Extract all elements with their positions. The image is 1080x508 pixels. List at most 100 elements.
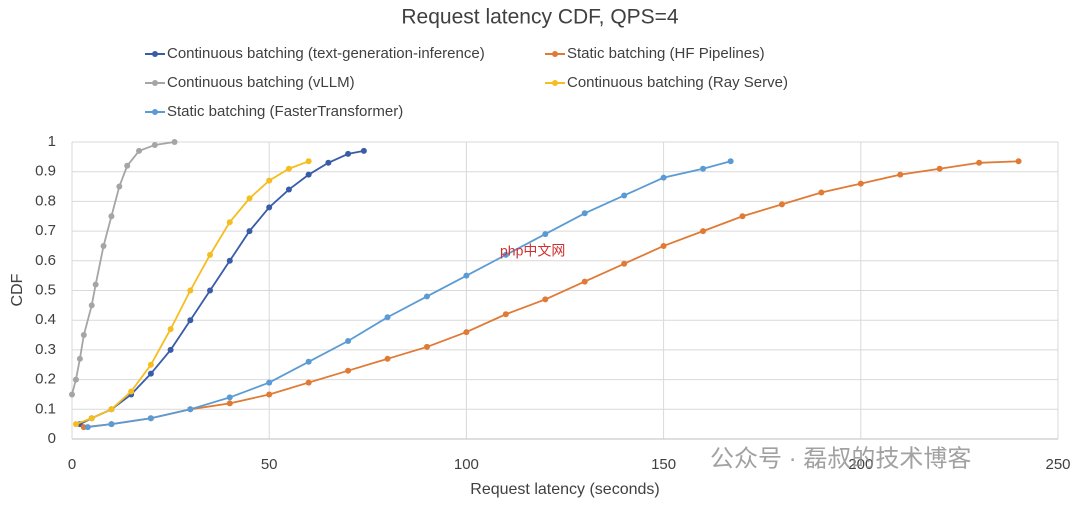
data-point [897,171,904,178]
x-tick-label: 0 [68,456,76,473]
data-point [778,201,785,208]
data-point [246,195,253,202]
data-point [285,165,292,172]
data-point [116,183,123,190]
data-point [147,370,154,377]
series-line [87,160,731,429]
data-point [936,165,943,172]
data-point [305,158,312,165]
data-point [136,147,143,154]
data-point [384,314,391,321]
data-point [423,343,430,350]
data-point [423,293,430,300]
data-point [325,159,332,166]
data-point [305,171,312,178]
data-point [542,296,549,303]
x-tick-label: 200 [848,456,873,473]
data-point [84,424,91,431]
data-point [151,141,158,148]
y-tick-label: 0.5 [35,281,56,298]
x-axis-label: Request latency (seconds) [470,481,659,498]
y-tick-label: 0.8 [35,192,56,209]
x-tick-label: 100 [454,456,479,473]
data-point [384,355,391,362]
data-point [226,400,233,407]
data-point [463,329,470,336]
data-point [345,150,352,157]
data-point [581,278,588,285]
legend-label: Static batching (HF Pipelines) [567,45,765,62]
data-point [147,415,154,422]
data-point [226,257,233,264]
data-point [108,213,115,220]
data-point [285,186,292,193]
data-point [502,311,509,318]
data-point [976,159,983,166]
data-point [502,251,509,258]
y-tick-label: 0.3 [35,341,56,358]
data-point [700,228,707,235]
data-point [660,174,667,181]
data-point [187,317,194,324]
y-axis-label: CDF [9,273,26,306]
data-point [360,147,367,154]
data-point [108,406,115,413]
data-point [108,421,115,428]
data-point [167,346,174,353]
legend-label: Continuous batching (text-generation-inf… [167,45,485,62]
data-point [739,213,746,220]
data-point [76,355,83,362]
data-point [88,302,95,309]
data-point [72,376,79,383]
y-tick-label: 0.1 [35,400,56,417]
data-point [100,242,107,249]
legend-label: Continuous batching (vLLM) [167,74,355,91]
y-tick-label: 0.9 [35,163,56,180]
data-point [542,231,549,238]
legend-label: Static batching (FasterTransformer) [167,103,403,120]
data-point [207,287,214,294]
x-tick-label: 250 [1045,456,1070,473]
data-point [72,421,79,428]
y-tick-label: 1 [48,133,56,150]
legend-marker [152,80,158,86]
y-tick-label: 0.2 [35,371,56,388]
data-point [246,228,253,235]
data-point [660,242,667,249]
chart-title: Request latency CDF, QPS=4 [401,6,679,29]
legend-marker [152,51,158,57]
data-point [727,158,734,165]
data-point [187,406,194,413]
data-point [92,281,99,288]
data-point [700,165,707,172]
data-point [305,358,312,365]
data-point [621,260,628,267]
x-tick-label: 150 [651,456,676,473]
data-point [463,272,470,279]
y-tick-label: 0 [48,430,56,447]
data-point [266,177,273,184]
legend-label: Continuous batching (Ray Serve) [567,74,788,91]
data-point [226,219,233,226]
data-point [171,139,178,145]
data-point [167,326,174,333]
data-point [345,337,352,344]
legend-marker [152,109,158,115]
data-point [80,332,87,339]
data-point [147,361,154,368]
data-point [305,379,312,386]
data-point [128,388,135,395]
data-point [187,287,194,294]
series-line [71,141,175,395]
data-point [88,415,95,422]
watermark: php中文网 [500,243,565,259]
y-tick-label: 0.4 [35,311,56,328]
y-tick-label: 0.6 [35,252,56,269]
data-point [1015,158,1022,165]
data-point [345,367,352,374]
watermark: 公众号 · 磊叔的技术博客 [710,445,971,472]
data-point [857,180,864,187]
data-point [266,391,273,398]
data-point [124,162,131,169]
